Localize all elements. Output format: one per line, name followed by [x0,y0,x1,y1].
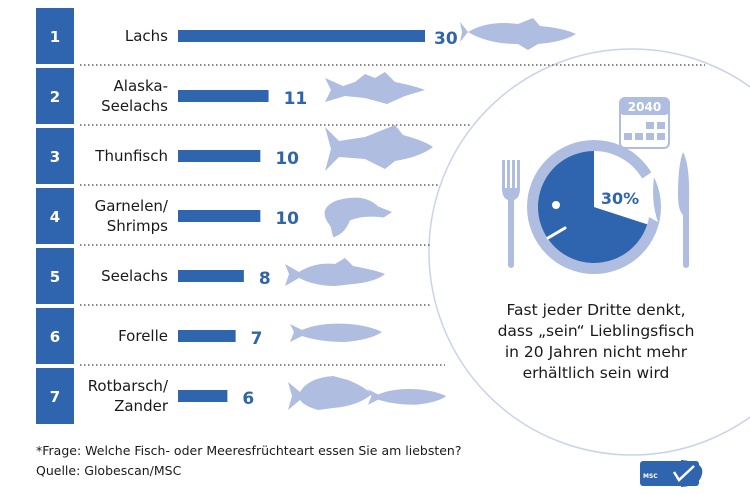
rank-number: 1 [50,28,60,46]
category-label: Zander [114,397,169,415]
pie-slice-remaining [538,151,648,263]
category-label: Garnelen/ [95,197,169,215]
bar-row: 4 Garnelen/Shrimps 10 [36,188,430,246]
bar-row: 6 Forelle 7 [36,308,445,366]
bar [178,390,228,402]
caption-line: in 20 Jahren nicht mehr [505,343,688,361]
pie-slice-percent [594,151,650,225]
value-label: 6 [242,389,254,409]
footnote-question: *Frage: Welche Fisch- oder Meeresfrüchte… [36,443,462,458]
category-label: Forelle [118,327,168,345]
bar-row: 1 Lachs 30 [36,8,705,66]
fish-icon [325,72,425,104]
rank-number: 6 [50,328,60,346]
rank-number: 2 [50,88,60,106]
calendar-icon: 2040 [619,97,670,149]
bar-row: 2 Alaska- Seelachs 11 [36,68,472,126]
knife-icon [678,152,690,268]
msc-logo: MSC [640,460,703,487]
bar [178,330,236,342]
rank-box [36,8,74,64]
category-label: Seelachs [101,97,168,115]
calendar-year: 2040 [628,100,661,114]
value-label: 7 [251,329,263,349]
fish-icon [325,125,433,171]
bar [178,30,425,42]
percent-label: 30% [601,189,639,208]
fish-eye [552,201,560,209]
value-label: 11 [284,89,308,109]
caption-line: dass „sein“ Lieblingsfisch [498,322,695,340]
plate-illustration: 2040 30% [502,97,690,274]
caption: Fast jeder Dritte denkt, dass „sein“ Lieb… [498,301,695,382]
caption-line: erhältlich sein wird [523,364,670,382]
rank-box [36,248,74,304]
fish-icon [460,18,576,50]
bar-row: 5 Seelachs 8 [36,248,432,306]
rank-box [36,368,74,424]
bar [178,270,244,282]
bar [178,210,261,222]
fish-icon [290,323,382,342]
category-label: Shrimps [107,217,168,235]
bar-row: 3 Thunfisch 10 [36,125,440,186]
bar [178,90,269,102]
value-label: 10 [275,209,299,229]
rank-number: 3 [50,148,60,166]
category-label: Lachs [125,27,168,45]
rank-box [36,188,74,244]
category-label: Alaska- [114,77,168,95]
fish-icon [324,197,392,238]
category-label: Thunfisch [94,147,168,165]
rank-number: 7 [50,388,60,406]
category-label: Rotbarsch/ [88,377,169,395]
value-label: 30 [434,29,458,49]
rank-number: 5 [50,268,60,286]
footnote-source: Quelle: Globescan/MSC [36,463,182,478]
value-label: 8 [259,269,271,289]
bar [178,150,261,162]
rank-box [36,68,74,124]
rank-box [36,128,74,184]
fork-icon [502,160,520,268]
fish-icon [288,376,372,410]
rank-box [36,308,74,364]
caption-line: Fast jeder Dritte denkt, [507,301,686,319]
bar-row: 7 Rotbarsch/Zander 6 [36,368,447,424]
fish-mouth [546,226,567,240]
fish-icon [285,258,385,286]
rank-number: 4 [50,208,60,226]
value-label: 10 [275,149,299,169]
category-label: Seelachs [101,267,168,285]
fish-icon [368,389,447,405]
svg-text:MSC: MSC [643,473,658,480]
